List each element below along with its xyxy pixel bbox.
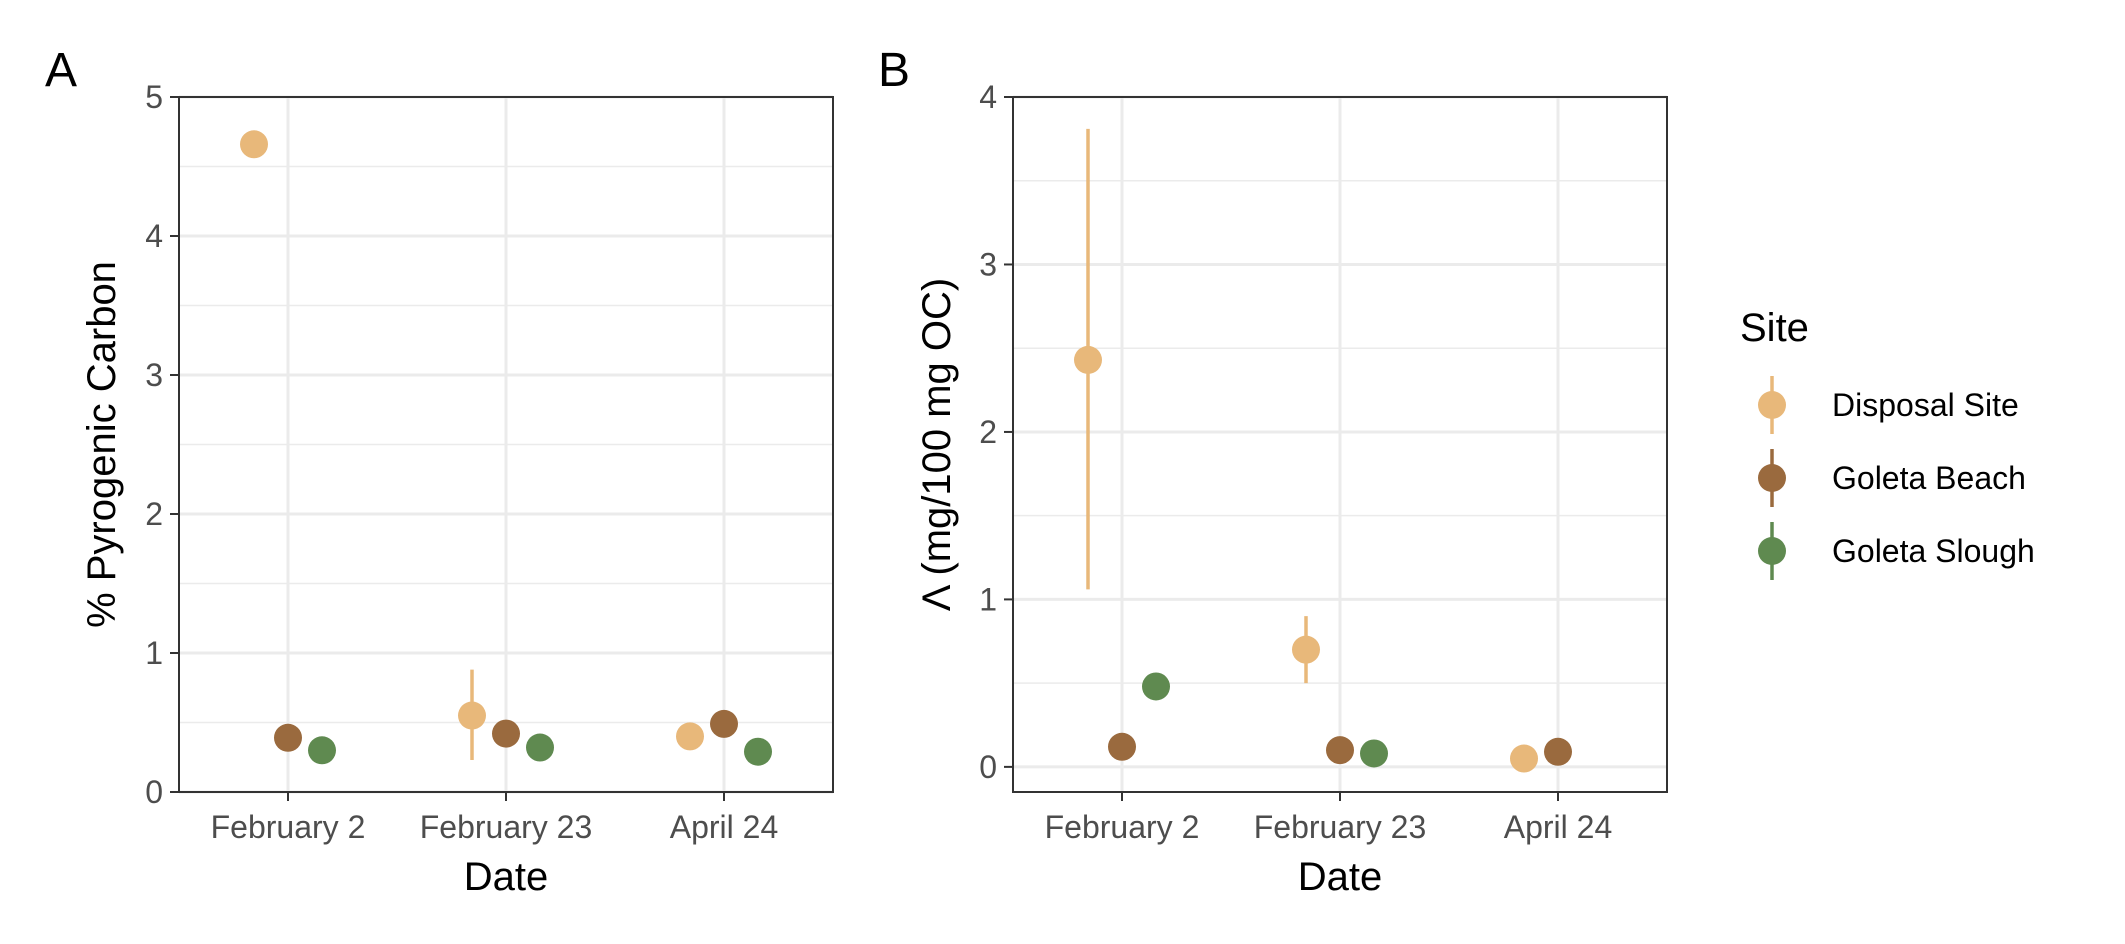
legend-key-point [1758, 391, 1786, 419]
y-tick-label: 3 [145, 357, 163, 393]
data-point [1326, 736, 1354, 765]
x-tick-label: April 24 [670, 809, 779, 845]
legend-label: Goleta Beach [1832, 460, 2026, 496]
y-tick-label: 0 [979, 749, 997, 785]
x-tick-label: February 23 [420, 809, 593, 845]
legend-label: Disposal Site [1832, 387, 2019, 423]
data-point [240, 130, 268, 159]
data-point [526, 733, 554, 762]
y-tick-label: 3 [979, 246, 997, 282]
x-tick-label: February 23 [1254, 809, 1427, 845]
x-tick-label: February 2 [211, 809, 366, 845]
legend-title: Site [1740, 306, 1809, 350]
data-point [676, 722, 704, 751]
data-point [1360, 739, 1388, 768]
legend-item: Disposal Site [1758, 376, 2019, 434]
y-tick-label: 1 [979, 581, 997, 617]
panel-b-tag: B [878, 44, 910, 97]
panel-a-tag: A [45, 44, 77, 97]
data-point [744, 737, 772, 766]
legend-label: Goleta Slough [1832, 533, 2035, 569]
panel-b-y-title: Λ (mg/100 mg OC) [915, 278, 959, 611]
data-point [1544, 737, 1572, 766]
y-tick-label: 2 [979, 414, 997, 450]
panel-a-x-title: Date [464, 855, 549, 899]
panel-a-y-title: % Pyrogenic Carbon [80, 261, 124, 628]
legend-item: Goleta Slough [1758, 522, 2035, 580]
data-point [710, 709, 738, 738]
legend-key-point [1758, 537, 1786, 565]
legend: Site Disposal Site Goleta Beach Goleta Slo… [1740, 306, 2035, 580]
data-point [1142, 672, 1170, 701]
data-point [1292, 635, 1320, 664]
x-tick-label: February 2 [1045, 809, 1200, 845]
legend-key-point [1758, 464, 1786, 492]
y-tick-label: 1 [145, 635, 163, 671]
data-point [492, 719, 520, 748]
y-tick-label: 2 [145, 496, 163, 532]
data-point [308, 736, 336, 765]
data-point [274, 723, 302, 752]
y-tick-label: 0 [145, 774, 163, 810]
x-tick-label: April 24 [1504, 809, 1613, 845]
data-point [1510, 744, 1538, 773]
legend-item: Goleta Beach [1758, 449, 2026, 507]
y-tick-label: 4 [145, 218, 163, 254]
data-point [1108, 732, 1136, 761]
data-point [1074, 345, 1102, 374]
y-tick-label: 5 [145, 79, 163, 115]
panel-b-x-title: Date [1298, 855, 1383, 899]
panel-b: B 0 1 2 3 4 February 2 February 23 April 24 Dat… [878, 44, 1668, 899]
panel-a: A 0 1 2 3 4 5 February 2 February 23 April 24 Da… [45, 44, 834, 899]
data-point [458, 701, 486, 730]
y-tick-label: 4 [979, 79, 997, 115]
